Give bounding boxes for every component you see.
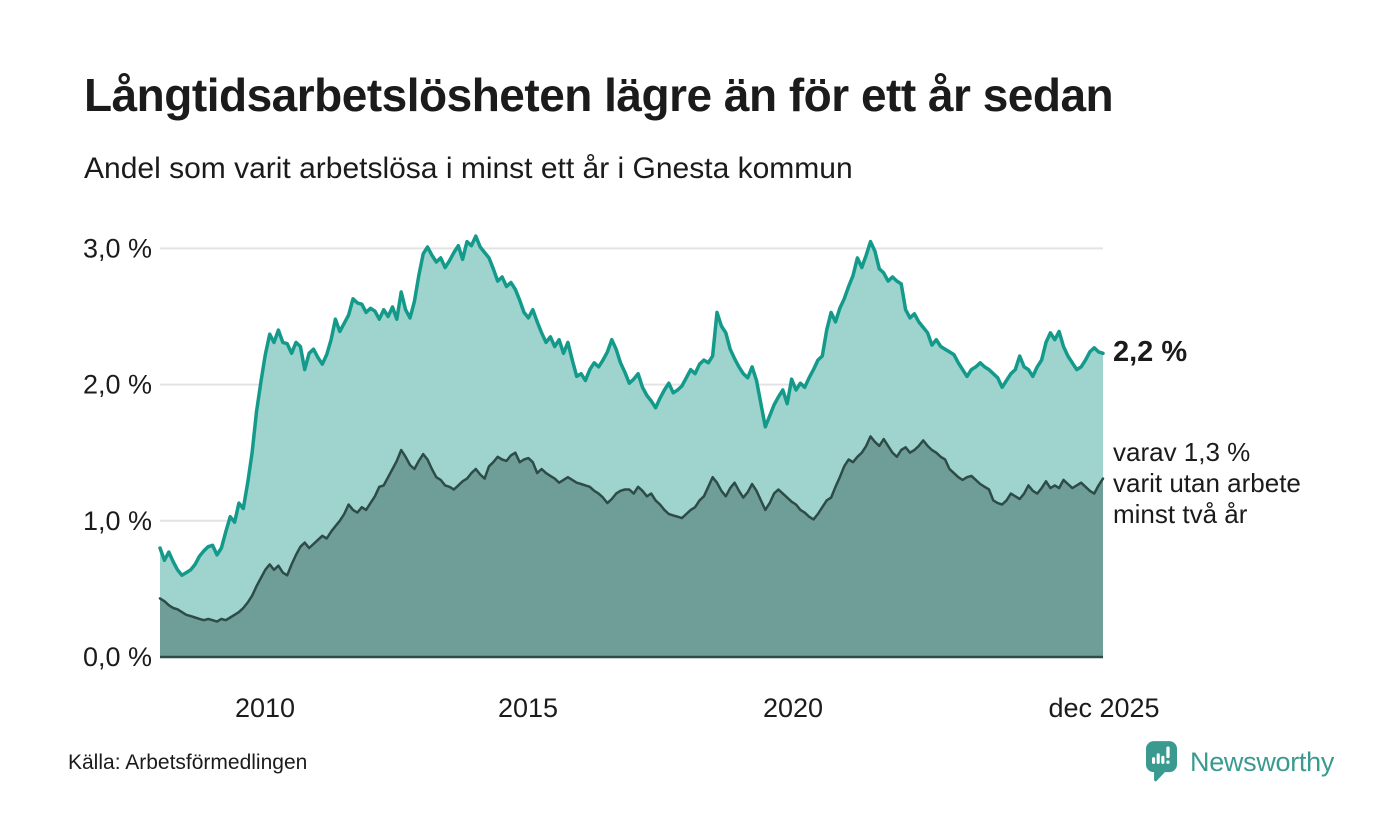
x-tick-2010: 2010 [235, 693, 295, 723]
y-tick-2pct: 2,0 % [83, 370, 152, 400]
line-one-year [158, 234, 1105, 578]
y-tick-1pct: 1,0 % [83, 506, 152, 536]
area-two-years [160, 436, 1103, 657]
bar-chart-glyph [1152, 746, 1170, 764]
page-title: Långtidsarbetslösheten lägre än för ett … [84, 69, 1114, 121]
x-tick-2015: 2015 [498, 693, 558, 723]
line-two-years [158, 435, 1105, 623]
y-tick-0pct: 0,0 % [83, 642, 152, 672]
source-note: Källa: Arbetsförmedlingen [68, 751, 308, 774]
newsworthy-wordmark: Newsworthy [1190, 747, 1335, 777]
latest-value-label: 2,2 % [1113, 336, 1188, 368]
newsworthy-logo: Newsworthy [1146, 741, 1334, 782]
two-year-annotation-line2: varit utan arbete [1113, 468, 1301, 498]
x-tick-dec-2025: dec 2025 [1048, 693, 1159, 723]
y-tick-3pct: 3,0 % [83, 233, 152, 263]
newsworthy-bubble-icon [1146, 741, 1177, 782]
two-year-annotation-line1: varav 1,3 % [1113, 437, 1251, 467]
exclamation-glyph [1166, 746, 1170, 759]
x-tick-2020: 2020 [763, 693, 823, 723]
page-subtitle: Andel som varit arbetslösa i minst ett å… [84, 152, 853, 185]
two-year-annotation-line3: minst två år [1113, 499, 1248, 529]
two-year-annotation: varav 1,3 % varit utan arbete minst två … [1113, 437, 1301, 530]
